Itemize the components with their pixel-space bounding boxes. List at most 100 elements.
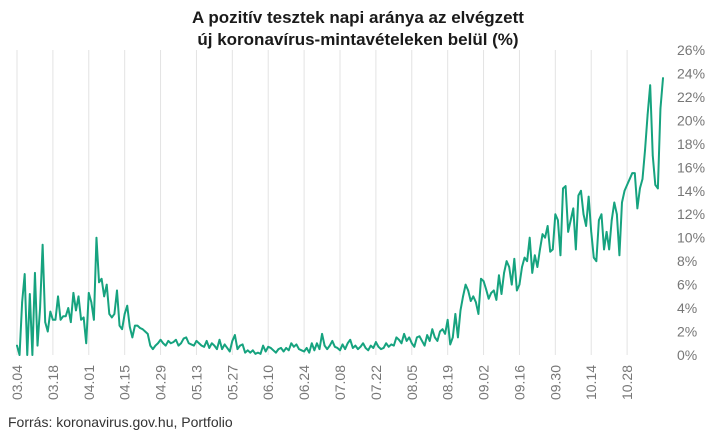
data-point <box>159 338 162 341</box>
data-point <box>557 219 559 221</box>
data-point <box>585 225 587 227</box>
data-point <box>349 338 352 341</box>
x-tick-label: 06.10 <box>260 365 276 400</box>
x-tick-label: 06.24 <box>296 365 312 400</box>
data-point <box>644 148 646 151</box>
data-point <box>341 343 344 346</box>
data-point <box>18 354 21 356</box>
data-point <box>580 189 582 192</box>
data-point <box>116 289 118 292</box>
data-point <box>398 338 400 341</box>
data-point <box>382 347 385 349</box>
data-point <box>128 326 131 328</box>
data-point <box>485 288 487 291</box>
data-point <box>259 353 262 355</box>
data-point <box>275 351 277 354</box>
data-point <box>393 344 395 347</box>
data-point <box>164 344 167 347</box>
data-point <box>352 347 354 349</box>
data-point <box>285 347 287 349</box>
data-point <box>559 254 562 257</box>
data-point <box>93 319 95 321</box>
data-point <box>175 338 177 341</box>
data-point <box>121 328 123 330</box>
data-point <box>146 333 149 335</box>
x-tick-label: 04.29 <box>153 365 169 400</box>
data-point <box>228 350 231 353</box>
data-point <box>636 207 639 210</box>
data-point <box>144 330 146 333</box>
data-point <box>613 201 616 204</box>
data-point <box>518 283 521 286</box>
data-point <box>313 349 316 352</box>
data-point <box>449 343 452 346</box>
data-point <box>377 345 380 348</box>
data-point <box>139 327 141 329</box>
data-point <box>618 254 621 257</box>
data-point <box>462 295 464 298</box>
data-point <box>405 340 408 342</box>
data-point <box>334 345 336 348</box>
data-point <box>293 345 295 348</box>
data-point <box>190 343 193 346</box>
y-tick-label: 10% <box>677 230 705 246</box>
data-point <box>41 243 44 246</box>
x-tick-label: 07.22 <box>368 365 384 400</box>
data-point <box>211 342 213 345</box>
data-point <box>626 184 628 186</box>
data-point <box>328 344 331 347</box>
data-point <box>136 324 139 327</box>
data-point <box>205 340 208 342</box>
data-point <box>482 280 485 282</box>
data-point <box>241 343 244 346</box>
x-tick-label: 07.08 <box>332 365 348 400</box>
data-point <box>528 236 531 239</box>
data-point <box>544 236 546 239</box>
data-point <box>413 345 416 348</box>
data-point <box>152 348 154 350</box>
data-point <box>595 260 598 262</box>
data-point <box>403 333 405 335</box>
data-point <box>336 347 339 349</box>
data-point <box>477 313 480 315</box>
data-point <box>500 293 503 295</box>
grid-lines <box>16 50 628 355</box>
chart-title: A pozitív tesztek napi aránya az elvégze… <box>0 7 716 51</box>
data-point <box>141 328 144 330</box>
data-point <box>67 307 70 309</box>
data-point <box>434 336 436 339</box>
chart-title-line-2: új koronavírus-mintavételeken belül (%) <box>197 30 519 49</box>
data-point <box>290 342 293 345</box>
data-point <box>323 344 326 347</box>
x-tick-label: 10.28 <box>619 365 635 400</box>
data-point <box>457 336 459 339</box>
data-point <box>239 344 241 347</box>
data-point <box>357 348 359 350</box>
y-tick-label: 0% <box>677 347 697 363</box>
y-tick-label: 4% <box>677 300 697 316</box>
data-point <box>269 347 272 349</box>
data-point <box>187 342 190 345</box>
data-point <box>82 316 85 319</box>
data-point <box>464 283 467 286</box>
data-point <box>516 289 518 292</box>
data-point <box>431 328 434 330</box>
data-point <box>162 342 164 345</box>
data-point <box>154 344 157 347</box>
data-point <box>587 195 590 198</box>
data-point <box>118 324 121 327</box>
data-point <box>105 283 108 286</box>
data-point <box>326 348 328 350</box>
data-point <box>87 292 90 294</box>
data-point <box>387 345 390 348</box>
x-tick-label: 09.16 <box>511 365 527 400</box>
data-point <box>36 344 39 347</box>
x-tick-label: 05.27 <box>224 365 240 400</box>
data-point <box>577 194 580 197</box>
data-point <box>21 301 23 304</box>
data-point <box>126 304 129 307</box>
data-point <box>298 348 300 350</box>
data-point <box>621 201 623 204</box>
data-point <box>44 321 46 323</box>
data-point <box>70 321 72 323</box>
